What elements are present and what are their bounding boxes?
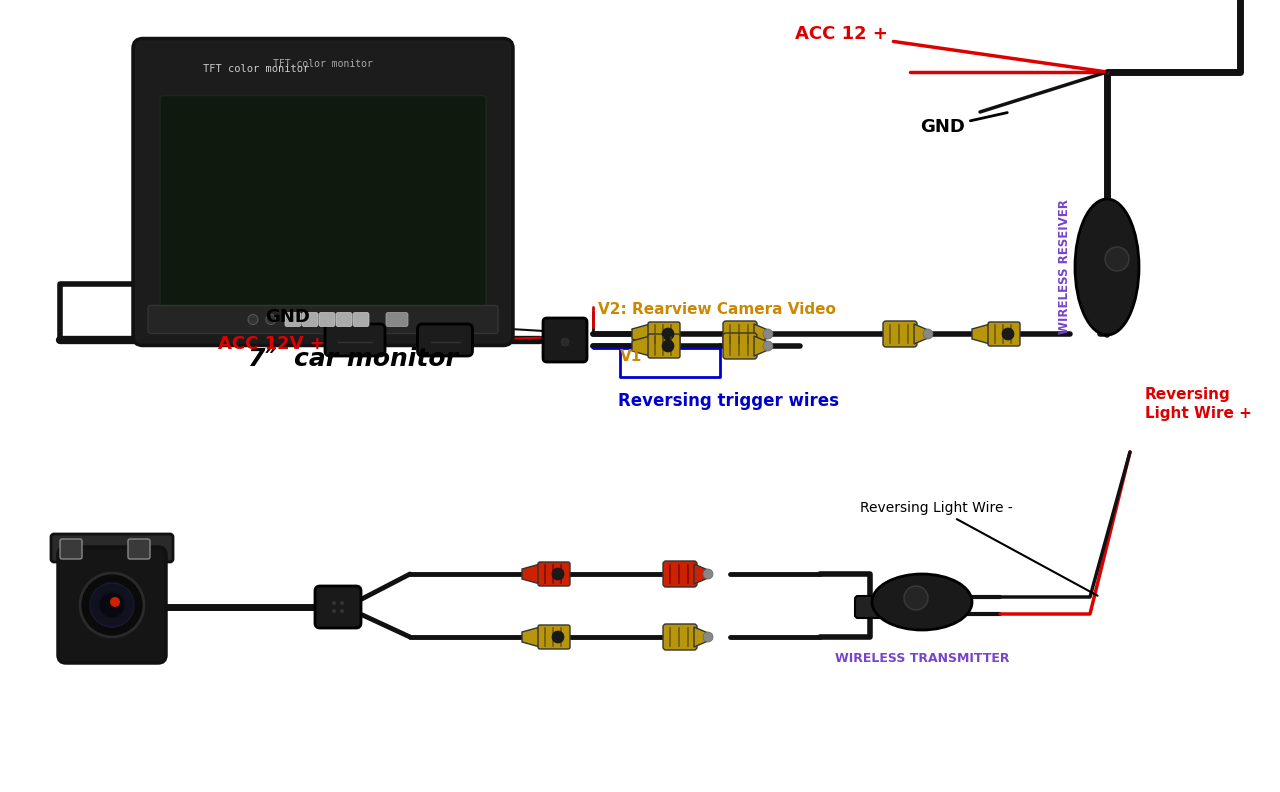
FancyBboxPatch shape [988, 322, 1020, 346]
Polygon shape [522, 627, 540, 647]
Ellipse shape [662, 340, 675, 352]
Ellipse shape [703, 569, 713, 579]
Ellipse shape [872, 574, 972, 630]
FancyBboxPatch shape [883, 321, 916, 347]
Text: ACC 12V +: ACC 12V + [218, 335, 325, 353]
Text: TFT color monitor: TFT color monitor [273, 59, 372, 68]
Polygon shape [754, 336, 768, 356]
Polygon shape [694, 564, 708, 584]
Polygon shape [694, 627, 708, 647]
Ellipse shape [561, 338, 570, 346]
Text: Reversing
Light Wire +: Reversing Light Wire + [1146, 386, 1252, 421]
Ellipse shape [110, 597, 120, 607]
Polygon shape [972, 324, 989, 344]
FancyBboxPatch shape [648, 322, 680, 346]
FancyBboxPatch shape [335, 313, 352, 326]
Text: V1: V1 [620, 349, 643, 364]
FancyBboxPatch shape [133, 39, 513, 345]
FancyBboxPatch shape [723, 321, 756, 347]
FancyBboxPatch shape [58, 547, 166, 663]
FancyBboxPatch shape [319, 313, 335, 326]
Ellipse shape [1075, 199, 1139, 335]
Ellipse shape [763, 341, 773, 351]
Ellipse shape [332, 601, 335, 605]
Ellipse shape [1002, 328, 1014, 340]
FancyBboxPatch shape [855, 596, 884, 618]
FancyBboxPatch shape [315, 586, 361, 628]
Text: 7″  car monitor: 7″ car monitor [248, 347, 458, 371]
FancyBboxPatch shape [148, 306, 498, 333]
Ellipse shape [99, 592, 125, 618]
Text: WIRELESS TRANSMITTER: WIRELESS TRANSMITTER [835, 652, 1009, 665]
Polygon shape [522, 564, 540, 584]
Text: Reversing Light Wire -: Reversing Light Wire - [860, 501, 1097, 596]
Text: ACC 12 +: ACC 12 + [795, 25, 1105, 71]
Text: GND: GND [920, 112, 1007, 136]
Ellipse shape [81, 573, 145, 637]
Polygon shape [632, 324, 650, 344]
Ellipse shape [266, 314, 276, 325]
FancyBboxPatch shape [543, 318, 588, 362]
FancyBboxPatch shape [648, 334, 680, 358]
Polygon shape [754, 324, 768, 344]
FancyBboxPatch shape [663, 624, 698, 650]
Text: TFT color monitor: TFT color monitor [204, 63, 310, 74]
FancyBboxPatch shape [128, 539, 150, 559]
Text: V2: Rearview Camera Video: V2: Rearview Camera Video [598, 302, 836, 317]
Ellipse shape [1105, 247, 1129, 271]
FancyBboxPatch shape [417, 324, 472, 356]
FancyBboxPatch shape [160, 96, 486, 314]
FancyBboxPatch shape [285, 313, 301, 326]
Ellipse shape [703, 632, 713, 642]
Ellipse shape [332, 609, 335, 613]
FancyBboxPatch shape [663, 561, 698, 587]
Ellipse shape [552, 568, 564, 580]
Text: Reversing trigger wires: Reversing trigger wires [618, 392, 838, 410]
Ellipse shape [284, 314, 294, 325]
Ellipse shape [904, 586, 928, 610]
Text: GND: GND [265, 308, 310, 326]
FancyBboxPatch shape [387, 313, 408, 326]
Polygon shape [632, 336, 650, 356]
Ellipse shape [763, 329, 773, 339]
FancyBboxPatch shape [60, 539, 82, 559]
Ellipse shape [90, 583, 134, 627]
Ellipse shape [340, 609, 344, 613]
FancyBboxPatch shape [353, 313, 369, 326]
Ellipse shape [923, 329, 933, 339]
Ellipse shape [248, 314, 259, 325]
FancyBboxPatch shape [51, 534, 173, 562]
Ellipse shape [340, 601, 344, 605]
Polygon shape [914, 324, 928, 344]
FancyBboxPatch shape [723, 333, 756, 359]
FancyBboxPatch shape [302, 313, 317, 326]
Text: WIRELESS RESEIVER: WIRELESS RESEIVER [1059, 200, 1071, 334]
Ellipse shape [662, 328, 675, 340]
Ellipse shape [552, 631, 564, 643]
FancyBboxPatch shape [325, 324, 385, 356]
FancyBboxPatch shape [538, 562, 570, 586]
FancyBboxPatch shape [538, 625, 570, 649]
